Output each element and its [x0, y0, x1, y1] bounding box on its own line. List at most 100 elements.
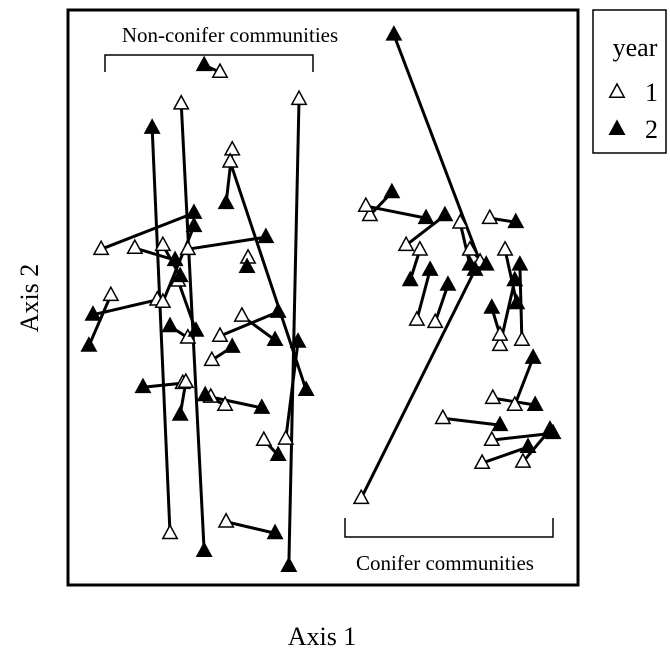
- point: [217, 193, 235, 210]
- change-line: [225, 520, 276, 535]
- point: [177, 372, 195, 388]
- point: [352, 488, 370, 505]
- change-line: [187, 235, 267, 251]
- change-line: [210, 395, 263, 410]
- change-line: [503, 249, 519, 304]
- point: [526, 395, 544, 411]
- point: [269, 302, 287, 318]
- change-line: [142, 381, 183, 389]
- point: [519, 437, 537, 453]
- point: [439, 275, 457, 291]
- legend-marker: [608, 82, 626, 98]
- point: [221, 152, 239, 168]
- point: [408, 310, 426, 326]
- change-line: [481, 445, 529, 465]
- change-line: [513, 357, 535, 406]
- change-line: [287, 99, 301, 567]
- legend-marker: [608, 119, 626, 135]
- point: [411, 240, 429, 256]
- point: [185, 203, 203, 219]
- point: [238, 257, 256, 273]
- change-line: [458, 222, 472, 266]
- change-line: [228, 161, 308, 391]
- point: [269, 445, 287, 461]
- legend-label: 1: [645, 78, 658, 107]
- point: [491, 415, 509, 432]
- point: [203, 350, 221, 367]
- annotation: Non-conifer communities: [122, 23, 338, 47]
- legend-title: year: [613, 33, 658, 62]
- change-line: [219, 310, 279, 338]
- change-line: [100, 211, 195, 251]
- point: [80, 336, 98, 352]
- point: [506, 270, 524, 287]
- point: [361, 205, 379, 222]
- point: [481, 208, 499, 225]
- point: [217, 512, 235, 528]
- point: [84, 305, 102, 321]
- point: [211, 326, 229, 342]
- point: [196, 385, 214, 402]
- point: [179, 239, 197, 256]
- point: [290, 89, 308, 106]
- point: [166, 250, 184, 267]
- point: [357, 196, 375, 213]
- point: [426, 312, 444, 329]
- point: [266, 523, 284, 540]
- point: [216, 395, 234, 411]
- point: [473, 453, 491, 470]
- point: [161, 523, 179, 540]
- point: [102, 285, 120, 302]
- change-line: [92, 298, 158, 317]
- point: [477, 255, 495, 271]
- point: [461, 255, 479, 271]
- point: [233, 306, 251, 322]
- point: [126, 238, 144, 254]
- change-line: [365, 204, 427, 220]
- point: [541, 420, 559, 436]
- plot-frame: [66, 8, 580, 587]
- point: [154, 292, 172, 309]
- change-line: [284, 341, 300, 440]
- point: [397, 235, 415, 252]
- point: [491, 325, 509, 341]
- point: [223, 337, 241, 353]
- change-line: [415, 269, 432, 321]
- point: [277, 429, 295, 445]
- point: [421, 260, 439, 276]
- point: [461, 240, 479, 256]
- point: [92, 239, 110, 256]
- legend-label: 2: [645, 115, 658, 144]
- annotation: Conifer communities: [356, 551, 534, 575]
- change-line: [359, 269, 477, 499]
- point: [508, 293, 526, 310]
- point: [484, 388, 502, 405]
- point: [253, 398, 271, 414]
- point: [436, 205, 454, 222]
- change-line: [433, 284, 450, 323]
- point: [185, 216, 203, 233]
- y-axis-label: Axis 2: [15, 264, 44, 333]
- point: [211, 62, 229, 79]
- series-1: [92, 62, 532, 540]
- bracket: [344, 518, 554, 538]
- legend: year 1 2: [592, 9, 667, 154]
- point: [280, 556, 298, 572]
- change-line: [150, 127, 172, 534]
- point: [195, 55, 213, 72]
- point: [255, 430, 273, 447]
- point: [289, 332, 307, 348]
- point: [434, 408, 452, 425]
- change-line: [176, 280, 198, 332]
- x-axis-label: Axis 1: [288, 622, 357, 651]
- point: [223, 140, 241, 156]
- point: [161, 316, 179, 333]
- point: [417, 208, 435, 225]
- point: [171, 405, 189, 421]
- point: [195, 541, 213, 558]
- point: [513, 330, 531, 346]
- legend-frame: [592, 9, 667, 154]
- point: [143, 118, 161, 134]
- point: [171, 266, 189, 283]
